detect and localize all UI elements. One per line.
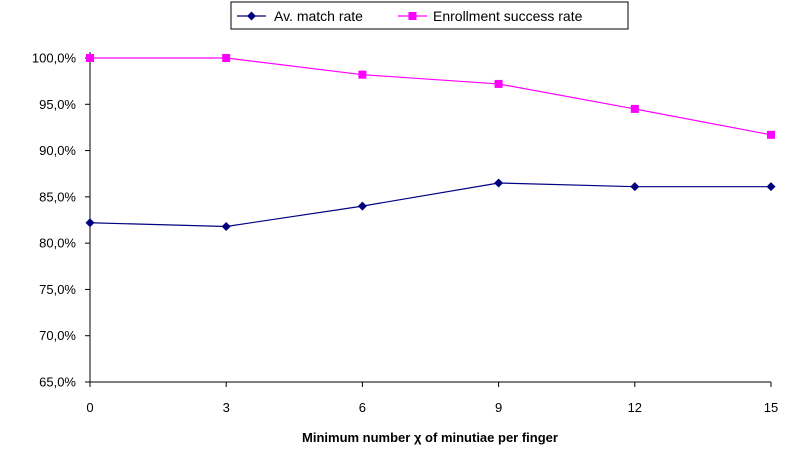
y-tick-label: 95,0% — [39, 97, 76, 112]
y-tick-label: 85,0% — [39, 189, 76, 204]
x-axis-title: Minimum number χ of minutiae per finger — [302, 430, 558, 445]
data-point — [630, 104, 639, 113]
legend-entry: Av. match rate — [237, 8, 363, 24]
legend-label: Enrollment success rate — [433, 8, 583, 24]
legend-marker — [408, 12, 417, 20]
data-point — [357, 201, 367, 211]
chart-series — [85, 54, 776, 231]
x-tick-label: 9 — [495, 400, 502, 415]
y-tick-label: 80,0% — [39, 236, 76, 251]
data-point — [86, 54, 94, 62]
data-point — [358, 70, 367, 79]
y-tick-label: 90,0% — [39, 143, 76, 158]
chart-axes: 65,0% 70,0% 75,0% 80,0% 85,0% 90,0% 95,0% 100,0… — [32, 51, 778, 416]
data-point — [222, 54, 231, 62]
x-tick-label: 6 — [359, 400, 366, 415]
legend-marker — [247, 11, 256, 21]
x-tick-label: 3 — [223, 400, 230, 415]
data-point — [766, 182, 776, 192]
series-line — [90, 57, 772, 136]
data-point — [630, 182, 640, 192]
y-tick-label: 100,0% — [32, 51, 77, 66]
series-line — [89, 182, 771, 228]
data-point — [494, 79, 503, 88]
data-point — [85, 218, 95, 228]
y-tick-label: 65,0% — [39, 375, 76, 390]
legend-label: Av. match rate — [274, 8, 363, 24]
legend-box — [230, 1, 629, 30]
x-tick-label: 15 — [764, 400, 778, 415]
y-tick-label: 75,0% — [39, 282, 76, 297]
x-tick-label: 0 — [86, 400, 93, 415]
legend-entry: Enrollment success rate — [398, 8, 583, 24]
y-tick-label: 70,0% — [39, 328, 76, 343]
series-enrollment-success-rate — [86, 54, 775, 139]
chart-legend: Av. match rate Enrollment success rate — [230, 1, 629, 30]
data-point — [494, 178, 504, 188]
data-point — [221, 221, 231, 231]
series-av-match-rate — [85, 178, 776, 231]
x-tick-label: 12 — [628, 400, 642, 415]
data-point — [767, 130, 775, 139]
